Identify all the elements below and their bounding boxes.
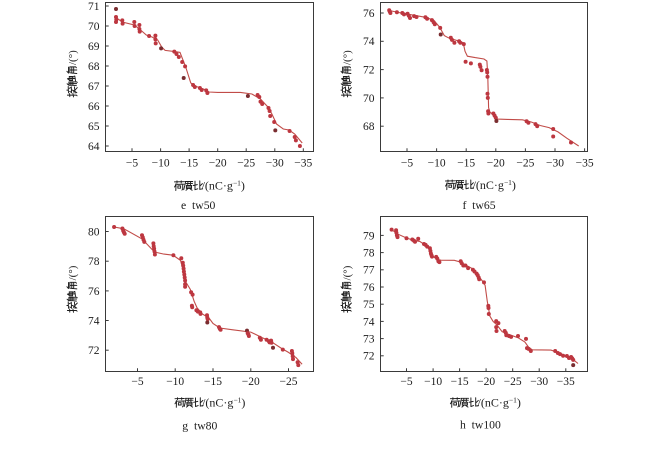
svg-text:−15: −15 bbox=[204, 376, 222, 388]
svg-text:73: 73 bbox=[363, 334, 375, 346]
svg-text:78: 78 bbox=[88, 256, 100, 268]
svg-text:74: 74 bbox=[363, 316, 375, 328]
svg-text:−25: −25 bbox=[504, 376, 522, 388]
svg-text:e tw50: e tw50 bbox=[181, 199, 216, 212]
svg-text:/(°): /(°) bbox=[341, 265, 353, 280]
svg-text:−25: −25 bbox=[516, 158, 534, 170]
svg-text:70: 70 bbox=[88, 21, 100, 33]
svg-text:g tw80: g tw80 bbox=[182, 420, 217, 433]
svg-text:76: 76 bbox=[88, 286, 100, 298]
svg-text:70: 70 bbox=[363, 93, 375, 105]
svg-text:65: 65 bbox=[88, 121, 100, 133]
svg-text:−5: −5 bbox=[400, 376, 412, 388]
svg-text:79: 79 bbox=[363, 230, 375, 242]
svg-text:−25: −25 bbox=[237, 158, 255, 170]
svg-text:/(°): /(°) bbox=[341, 50, 353, 65]
svg-text:−30: −30 bbox=[546, 158, 564, 170]
svg-text:−20: −20 bbox=[487, 158, 505, 170]
svg-text:74: 74 bbox=[363, 36, 375, 48]
svg-text:−15: −15 bbox=[457, 158, 475, 170]
svg-text:−35: −35 bbox=[294, 158, 312, 170]
svg-text:71: 71 bbox=[88, 1, 100, 13]
svg-text:−10: −10 bbox=[424, 376, 442, 388]
svg-text:64: 64 bbox=[88, 141, 100, 153]
svg-text:75: 75 bbox=[363, 299, 375, 311]
svg-text:−5: −5 bbox=[131, 376, 143, 388]
svg-text:−10: −10 bbox=[166, 376, 184, 388]
svg-text:69: 69 bbox=[88, 41, 100, 53]
svg-text:68: 68 bbox=[363, 121, 375, 133]
svg-text:74: 74 bbox=[88, 315, 100, 327]
svg-text:77: 77 bbox=[363, 265, 375, 277]
svg-text:−25: −25 bbox=[280, 376, 298, 388]
svg-text:−35: −35 bbox=[576, 158, 594, 170]
svg-text:/(°): /(°) bbox=[67, 265, 79, 280]
svg-text:−10: −10 bbox=[428, 158, 446, 170]
svg-text:/(°): /(°) bbox=[67, 50, 79, 65]
svg-text:76: 76 bbox=[363, 282, 375, 294]
svg-text:−5: −5 bbox=[401, 158, 413, 170]
svg-text:−5: −5 bbox=[126, 158, 138, 170]
svg-text:−30: −30 bbox=[266, 158, 284, 170]
svg-text:−15: −15 bbox=[180, 158, 198, 170]
svg-text:−15: −15 bbox=[451, 376, 469, 388]
svg-text:68: 68 bbox=[88, 61, 100, 73]
svg-text:−30: −30 bbox=[530, 376, 548, 388]
svg-text:−20: −20 bbox=[477, 376, 495, 388]
svg-text:−20: −20 bbox=[242, 376, 260, 388]
svg-text:72: 72 bbox=[363, 351, 375, 363]
svg-text:h tw100: h tw100 bbox=[460, 418, 501, 431]
svg-text:−10: −10 bbox=[152, 158, 170, 170]
svg-text:78: 78 bbox=[363, 248, 375, 260]
svg-text:−20: −20 bbox=[209, 158, 227, 170]
svg-text:72: 72 bbox=[363, 65, 375, 77]
svg-text:72: 72 bbox=[88, 345, 100, 357]
svg-text:66: 66 bbox=[88, 101, 100, 113]
svg-text:−35: −35 bbox=[557, 376, 575, 388]
svg-text:80: 80 bbox=[88, 226, 100, 238]
svg-text:f tw65: f tw65 bbox=[462, 199, 495, 212]
svg-text:67: 67 bbox=[88, 81, 100, 93]
svg-text:76: 76 bbox=[363, 8, 375, 20]
